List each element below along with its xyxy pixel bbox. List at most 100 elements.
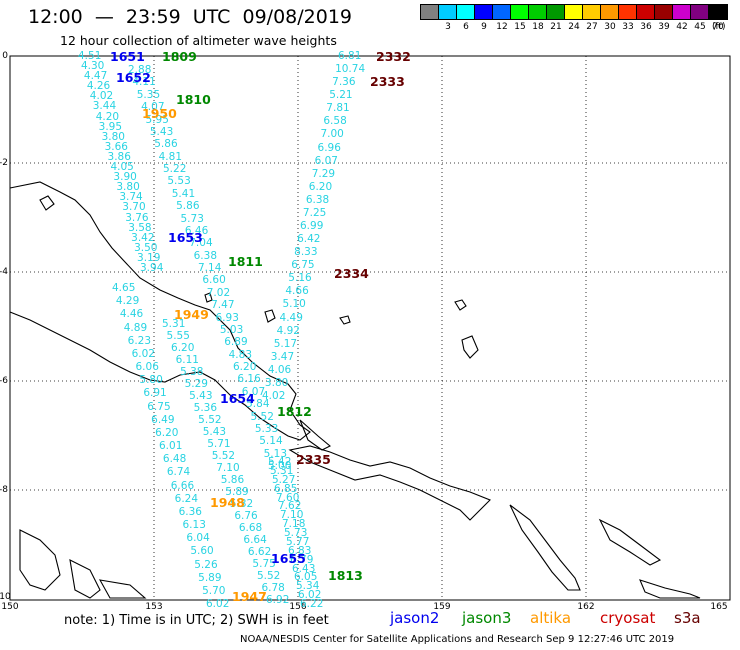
- wave-height-obs: 6.48: [162, 453, 187, 466]
- wave-height-obs: 3.80: [116, 181, 140, 194]
- wave-height-obs: 4.81: [158, 150, 183, 163]
- wave-height-obs: 5.52: [198, 414, 222, 426]
- y-label-0: 0: [2, 51, 8, 61]
- wave-height-obs: 4.65: [112, 282, 136, 294]
- track-label: 2335: [296, 452, 331, 467]
- wave-height-obs: 7.00: [320, 128, 344, 141]
- west-islands-3: [98, 579, 147, 599]
- wave-height-obs: 3.90: [113, 171, 137, 184]
- wave-height-obs: 5.52: [250, 410, 274, 423]
- wave-height-obs: 5.43: [189, 390, 213, 402]
- wave-height-obs: 3.47: [270, 350, 295, 363]
- new-britain-coast: [288, 445, 491, 521]
- wave-height-obs: 6.20: [308, 180, 333, 193]
- x-label-165: 165: [710, 602, 728, 612]
- wave-height-obs: 6.38: [305, 193, 330, 206]
- small-island-5: [39, 195, 55, 211]
- wave-height-obs: 6.68: [238, 522, 263, 534]
- wave-height-obs: 6.74: [166, 466, 191, 479]
- wave-height-obs: 7.29: [311, 167, 336, 180]
- wave-height-obs: 6.99: [300, 220, 324, 232]
- wave-height-obs: 4.06: [267, 363, 292, 376]
- wave-height-obs: 6.01: [159, 440, 183, 452]
- y-label-8: -8: [0, 485, 8, 495]
- wave-height-obs: 5.73: [284, 527, 308, 539]
- legend-swatch-label: 70: [712, 22, 724, 32]
- track-label: 2333: [370, 74, 405, 89]
- wave-height-obs: 8.33: [294, 246, 318, 259]
- wave-height-obs: 6.07: [241, 385, 266, 398]
- wave-height-obs: 4.66: [285, 285, 309, 298]
- wave-height-obs: 7.18: [282, 518, 306, 531]
- new-ireland-coast: [299, 419, 331, 451]
- wave-height-obs: 4.20: [95, 110, 120, 123]
- wave-height-obs: 6.58: [323, 115, 347, 128]
- wave-height-obs: 5.55: [166, 330, 190, 342]
- x-label-153: 153: [145, 602, 163, 612]
- credit-line: NOAA/NESDIS Center for Satellite Applica…: [240, 634, 675, 645]
- wave-height-obs: 7.62: [278, 500, 302, 513]
- wave-height-obs: 3.50: [134, 241, 158, 254]
- wave-height-obs: 5.86: [176, 200, 200, 213]
- wave-height-obs: 5.13: [263, 447, 288, 460]
- wave-height-obs: 6.20: [233, 361, 257, 373]
- wave-height-obs: 5.89: [225, 486, 249, 498]
- wave-height-obs: 5.77: [286, 535, 310, 548]
- legend-jason3: jason3: [462, 609, 512, 627]
- wave-height-obs: 6.78: [261, 582, 285, 594]
- wave-height-obs: 6.22: [300, 598, 324, 610]
- small-island-4: [339, 315, 351, 325]
- wave-height-obs: 4.47: [83, 70, 108, 83]
- wave-height-obs: 5.10: [282, 298, 306, 311]
- track-label: 1809: [162, 49, 197, 64]
- wave-height-obs: 6.38: [193, 249, 218, 262]
- wave-height-obs: 5.75: [252, 558, 276, 570]
- wave-height-obs: 6.02: [298, 589, 322, 602]
- track-label: 1652: [116, 70, 151, 85]
- wave-height-obs: 5.60: [190, 545, 214, 558]
- wave-height-obs: 5.14: [259, 435, 283, 448]
- wave-height-obs: 6.62: [247, 546, 272, 558]
- wave-height-obs: 5.03: [219, 323, 244, 336]
- legend-swatch-label: 3: [445, 22, 451, 32]
- wave-height-obs: 2.88: [128, 64, 152, 76]
- wave-height-obs: 5.26: [194, 558, 218, 571]
- legend-swatch-label: 30: [604, 22, 616, 32]
- map-subtitle: 12 hour collection of altimeter wave hei…: [60, 33, 337, 48]
- x-label-162: 162: [577, 602, 595, 612]
- x-label-150: 150: [1, 602, 19, 612]
- wave-height-obs: 5.89: [198, 571, 222, 584]
- wave-height-obs: 6.83: [288, 544, 312, 557]
- track-label: 1949: [174, 307, 209, 322]
- wave-height-obs: 6.16: [237, 373, 261, 386]
- legend-swatch-label: 12: [496, 22, 508, 32]
- track-label: 1950: [142, 106, 177, 121]
- wave-height-obs: 6.02: [131, 347, 155, 360]
- legend-swatch-label: 24: [568, 22, 580, 32]
- legend-s3a: s3a: [674, 609, 701, 627]
- small-island-6: [204, 292, 213, 303]
- wave-height-obs: 7.36: [332, 76, 356, 89]
- legend-swatch-label: 45: [694, 22, 706, 32]
- wave-height-obs: 5.86: [154, 138, 178, 151]
- wave-height-obs: 3.70: [122, 201, 146, 214]
- wave-height-obs: 5.36: [193, 402, 218, 414]
- wave-height-obs: 6.06: [135, 361, 159, 373]
- wave-height-obs: 3.42: [131, 231, 155, 244]
- track-label: 1948: [210, 495, 245, 510]
- wave-height-obs: 5.70: [202, 584, 226, 597]
- wave-height-obs: 5.35: [136, 88, 161, 101]
- wave-height-obs: 5.27: [272, 473, 296, 486]
- wave-height-obs: 6.46: [184, 224, 209, 237]
- small-island-2: [461, 335, 479, 359]
- wave-height-obs: 4.49: [279, 311, 303, 324]
- wave-height-obs: 3.95: [98, 120, 123, 133]
- wave-height-obs: 6.23: [127, 334, 152, 347]
- wave-height-obs: 5.86: [220, 474, 245, 486]
- wave-height-obs: 3.76: [125, 211, 149, 224]
- wave-height-obs: 5.41: [171, 187, 196, 200]
- wave-height-obs: 6.20: [155, 426, 179, 439]
- wave-height-obs: 5.95: [145, 113, 169, 126]
- wave-height-obs: 5.31: [270, 464, 294, 477]
